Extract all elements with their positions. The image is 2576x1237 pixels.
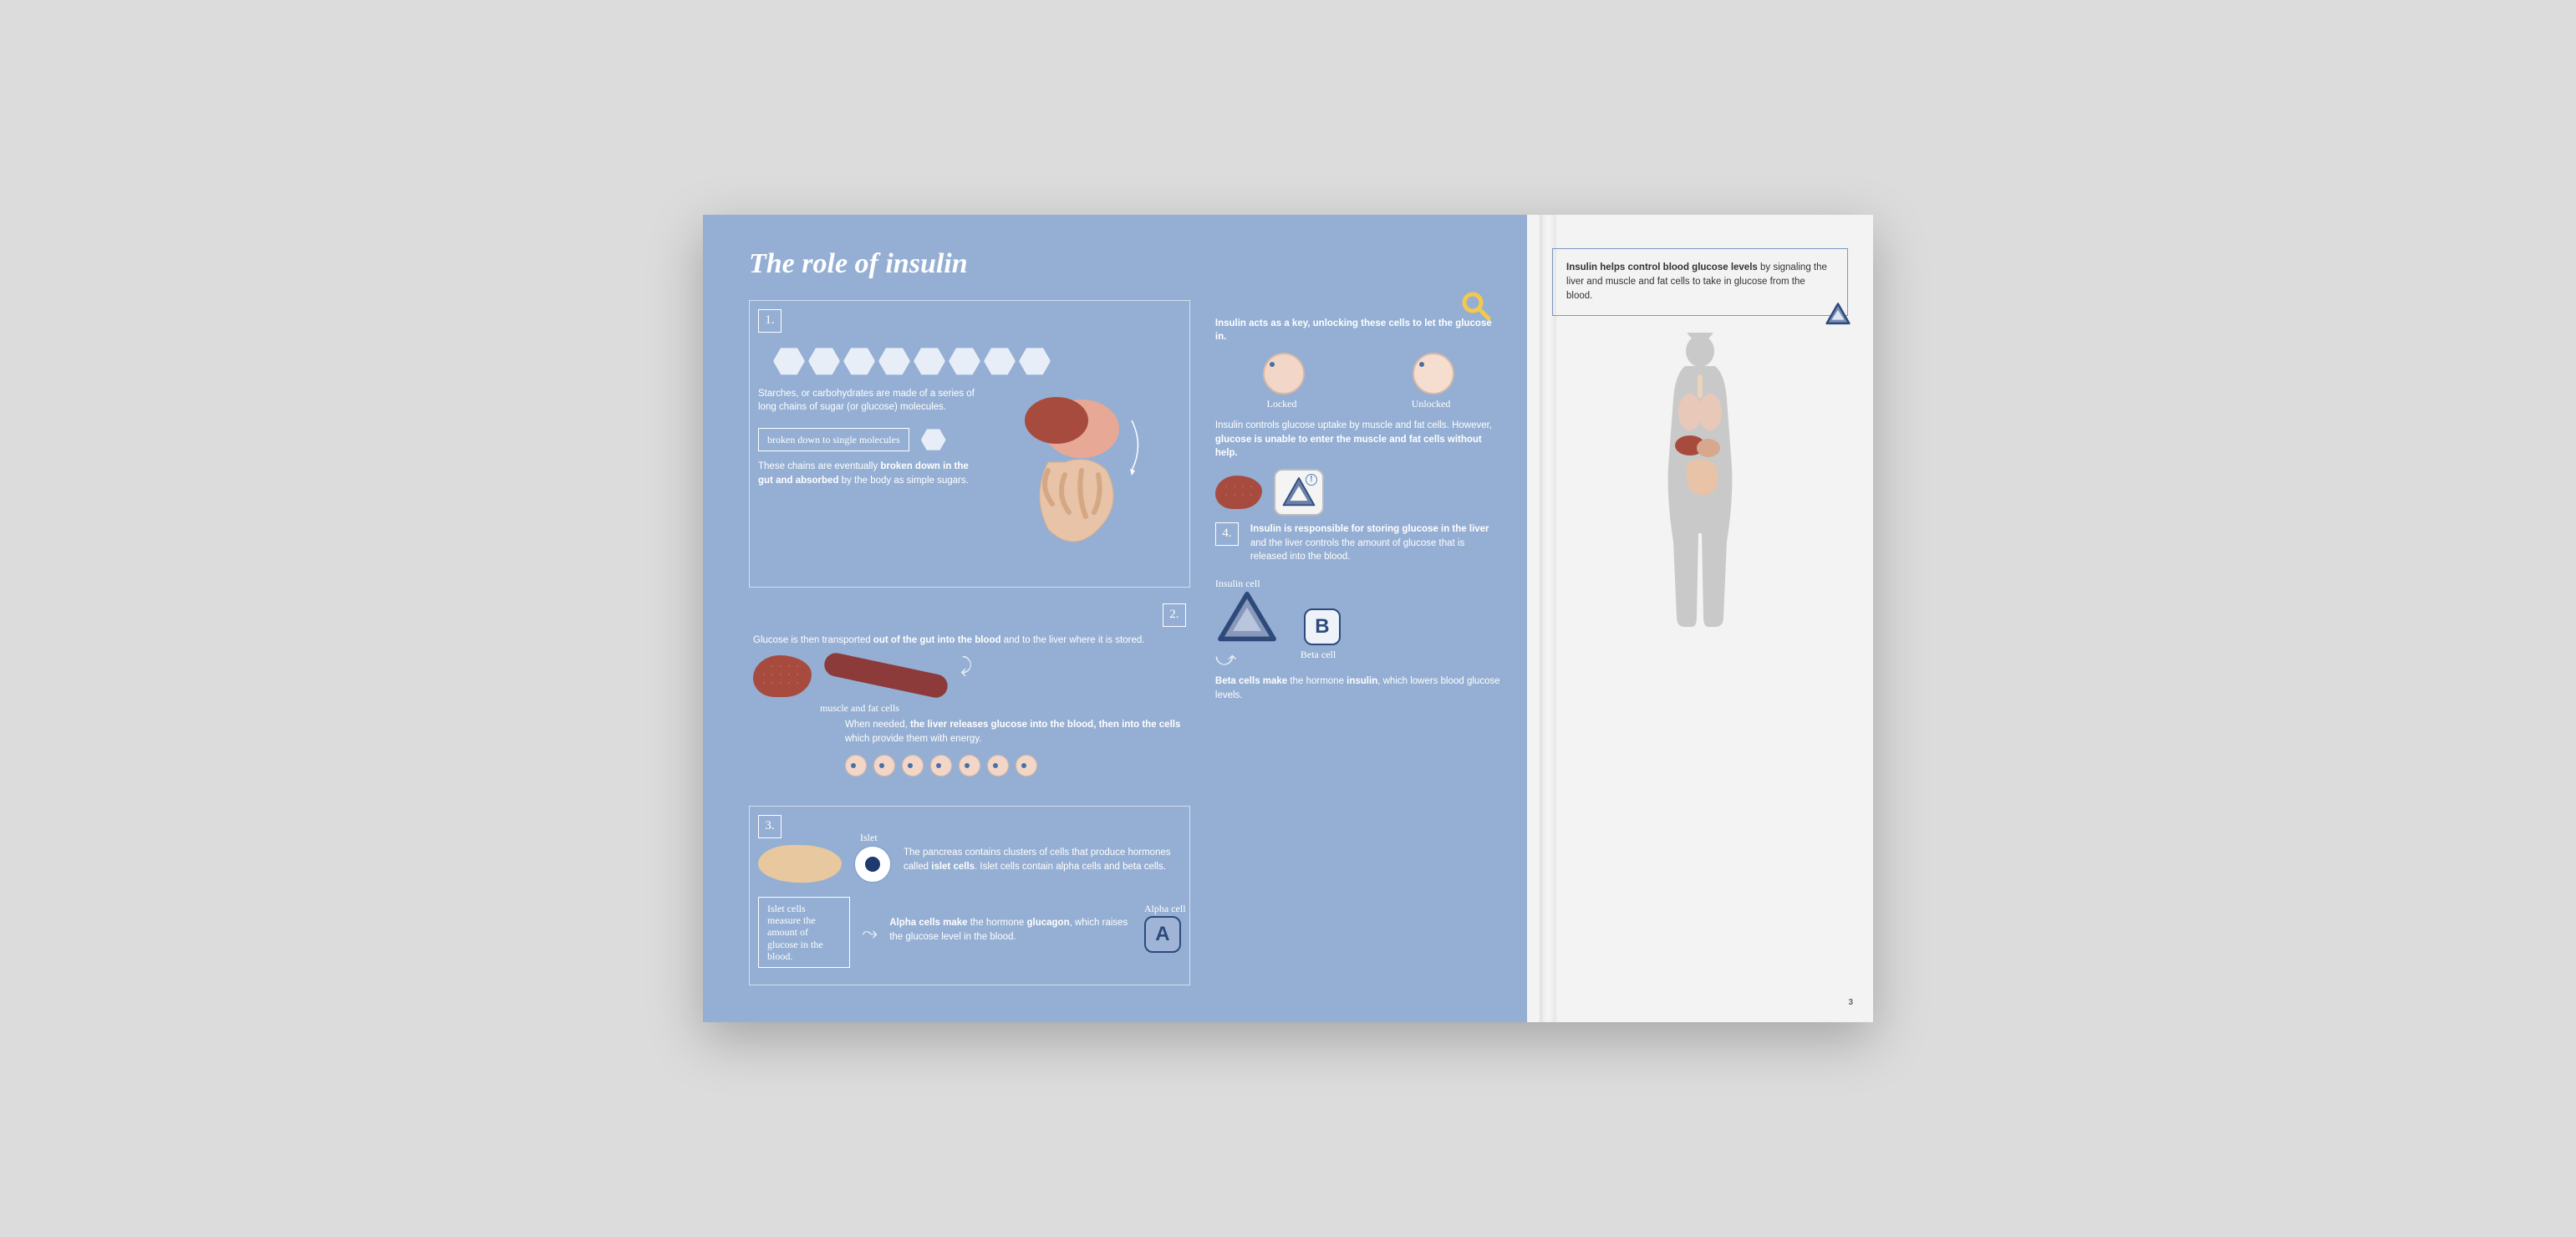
liver-vessel-row: ⤸ (753, 655, 1186, 697)
t: the liver releases glucose into the bloo… (910, 720, 1180, 730)
cell-icon (959, 755, 980, 776)
beta-text: Beta cells make the hormone insulin, whi… (1215, 674, 1502, 702)
digestive-system-illustration (998, 387, 1181, 575)
t: glucose is unable to enter the muscle an… (1215, 435, 1482, 459)
right-page: Insulin helps control blood glucose leve… (1527, 215, 1873, 1023)
hexagon-molecule (949, 348, 980, 375)
t: Beta cells make (1215, 676, 1287, 686)
magnifying-glass-icon (1460, 290, 1494, 323)
unlocked-cell-icon (1413, 353, 1454, 395)
t: the hormone (1287, 676, 1347, 686)
cell-icon (873, 755, 895, 776)
column-b: Insulin acts as a key, unlocking these c… (1215, 300, 1502, 998)
step-3: 3. Islet cell The pancreas contains clus… (749, 806, 1190, 986)
t: Insulin is responsible for storing gluco… (1250, 524, 1489, 534)
step1-text-b: These chains are eventually broken down … (758, 460, 981, 487)
summary-bold: Insulin helps control blood glucose leve… (1566, 262, 1758, 272)
alpha-cell-label: Alpha cell (1144, 903, 1186, 915)
alpha-cell-icon: A (1144, 916, 1181, 953)
step4-text-b: Insulin is responsible for storing gluco… (1250, 522, 1502, 564)
step-number-1: 1. (758, 309, 781, 333)
glucose-chain (773, 348, 1181, 375)
locked-cell-icon (1263, 353, 1305, 395)
liver-icon-small (1215, 476, 1262, 509)
beta-cell-icon: B (1304, 608, 1341, 645)
step1-handwritten-box: broken down to single molecules (758, 428, 909, 451)
t: and to the liver where it is stored. (1001, 635, 1145, 645)
t: insulin (1347, 676, 1377, 686)
t: by the body as simple sugars. (838, 476, 968, 486)
t: which provide them with energy. (845, 734, 981, 744)
t: the hormone (968, 918, 1027, 928)
islet-cell-icon (853, 845, 892, 883)
step-number-2: 2. (1163, 603, 1186, 627)
muscle-fat-label: muscle and fat cells (820, 702, 1186, 715)
summary-box: Insulin helps control blood glucose leve… (1552, 248, 1848, 317)
t: islet cells (931, 862, 975, 872)
column-a: 1. Starches, or carbohydrates are ma (749, 300, 1190, 998)
unlocked-label: Unlocked (1412, 398, 1451, 410)
t: When needed, (845, 720, 910, 730)
step1-text-a: Starches, or carbohydrates are made of a… (758, 387, 981, 415)
insulin-triangle-small-icon (1824, 302, 1852, 327)
page-title: The role of insulin (749, 248, 1502, 280)
arrow-icon: ⤸ (960, 655, 972, 678)
t: Insulin controls glucose uptake by muscl… (1215, 420, 1492, 430)
step-number-4: 4. (1215, 522, 1239, 546)
insulin-triangle-large-icon (1215, 590, 1279, 645)
exclaim-badge: ! (1306, 474, 1317, 486)
hexagon-molecule (914, 348, 945, 375)
page-number: 3 (1848, 998, 1853, 1007)
hexagon-molecule (878, 348, 910, 375)
pancreas-icon (758, 845, 842, 883)
digestive-svg (998, 387, 1148, 571)
t: Alpha cells make (889, 918, 967, 928)
key-text: Insulin acts as a key, unlocking these c… (1215, 317, 1502, 344)
step3-alpha-text: Alpha cells make the hormone glucagon, w… (889, 916, 1133, 944)
t: glucagon (1027, 918, 1070, 928)
cell-icon (987, 755, 1009, 776)
hexagon-molecule (773, 348, 805, 375)
hexagon-molecule (843, 348, 875, 375)
cell-row (845, 755, 1186, 776)
t: . Islet cells contain alpha cells and be… (975, 862, 1166, 872)
step-number-3: 3. (758, 815, 781, 838)
t: Glucose is then transported (753, 635, 873, 645)
t: Insulin acts as a key, unlocking these c… (1215, 318, 1492, 343)
cell-icon (930, 755, 952, 776)
step3-handbox: Islet cells measure the amount of glucos… (758, 897, 850, 969)
t: and the liver controls the amount of glu… (1250, 538, 1464, 563)
arrow-icon: ⤻ (1215, 649, 1502, 671)
warning-square: ! (1274, 469, 1324, 516)
blood-vessel-icon (822, 651, 950, 700)
hexagon-molecule (984, 348, 1016, 375)
hexagon-molecule (1019, 348, 1051, 375)
step-1: 1. Starches, or carbohydrates are ma (749, 300, 1190, 588)
locked-label: Locked (1267, 398, 1297, 410)
t: out of the gut into the blood (873, 635, 1001, 645)
liver-icon (753, 655, 812, 697)
human-body-silhouette (1625, 333, 1775, 634)
step4-text-a: Insulin controls glucose uptake by muscl… (1215, 419, 1502, 461)
step2-text: Glucose is then transported out of the g… (753, 634, 1186, 648)
arrow-icon: ⤳ (862, 923, 878, 945)
cell-icon (902, 755, 924, 776)
step3-text-a: The pancreas contains clusters of cells … (904, 846, 1181, 873)
left-page: The role of insulin 1. (703, 215, 1527, 1023)
book-spread: The role of insulin 1. (703, 215, 1873, 1023)
cell-icon (845, 755, 867, 776)
content-columns: 1. Starches, or carbohydrates are ma (749, 300, 1502, 998)
cell-icon (1016, 755, 1037, 776)
hexagon-molecule (808, 348, 840, 375)
t: These chains are eventually (758, 461, 880, 471)
step-2: 2. Glucose is then transported out of th… (749, 599, 1190, 794)
insulin-cell-label: Insulin cell (1215, 578, 1502, 590)
single-hexagon (921, 429, 946, 451)
step2-text2: When needed, the liver releases glucose … (845, 718, 1186, 746)
